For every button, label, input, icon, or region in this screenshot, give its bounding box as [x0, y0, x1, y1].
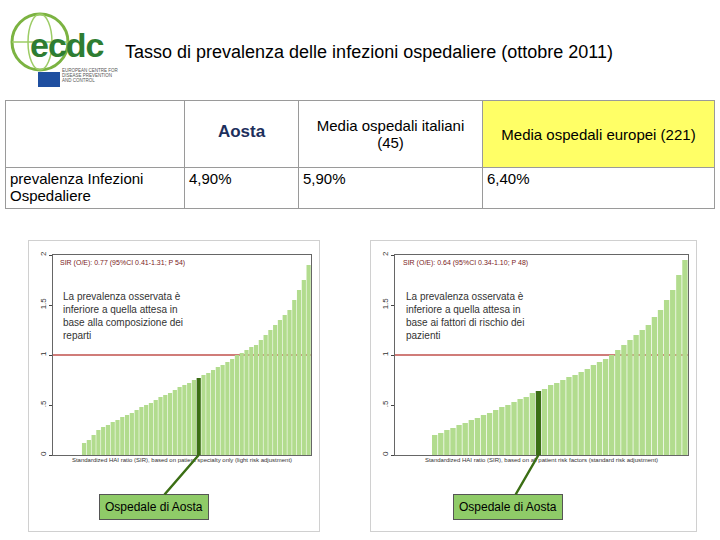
html-text:Media ospedali italiani (45): Media ospedali italiani (45): [316, 117, 465, 151]
svg-text:1: 1: [39, 351, 48, 356]
svg-text:.5: .5: [39, 400, 48, 407]
svg-text:La prevalenza osservata èinfer: La prevalenza osservata èinferiore a que…: [406, 291, 524, 341]
svg-text:0: 0: [39, 451, 48, 456]
svg-text:SIR (O/E): 0.64 (95%CI 0.34-1.: SIR (O/E): 0.64 (95%CI 0.34-1.10; P 48): [403, 259, 528, 267]
svg-text:1.5: 1.5: [381, 298, 390, 310]
svg-text:2: 2: [381, 251, 390, 256]
svg-text:Ospedale di Aosta: Ospedale di Aosta: [459, 500, 557, 514]
svg-text:.5: .5: [381, 400, 390, 407]
html-text:5,90%: 5,90%: [303, 170, 346, 187]
svg-text:Ospedale di Aosta: Ospedale di Aosta: [105, 500, 203, 514]
svg-text:1: 1: [381, 351, 390, 356]
html-text:4,90%: 4,90%: [189, 170, 232, 187]
svg-text:0: 0: [381, 451, 390, 456]
html-text:ecdc: ecdc: [30, 26, 104, 64]
html-text:prevalenza Infezioni Ospedalie: prevalenza Infezioni Ospedaliere: [10, 170, 144, 204]
html-text:Tasso di prevalenza delle infe: Tasso di prevalenza delle infezioni ospe…: [125, 42, 613, 62]
svg-text:La prevalenza osservata èinfer: La prevalenza osservata èinferiore a que…: [63, 291, 183, 341]
html-text:Media ospedali europei (221): Media ospedali europei (221): [501, 125, 696, 143]
html-text:Aosta: Aosta: [217, 122, 266, 141]
html-text:EUROPEAN CENTRE FOR DISEASE PR: EUROPEAN CENTRE FOR DISEASE PREVENTION A…: [62, 68, 118, 83]
html-text:6,40%: 6,40%: [487, 170, 530, 187]
svg-text:Standardized HAI ratio (SIR),: Standardized HAI ratio (SIR), based on p…: [72, 457, 292, 463]
svg-text:Standardized HAI ratio (SIR),: Standardized HAI ratio (SIR), based on a…: [425, 457, 658, 463]
svg-text:1.5: 1.5: [39, 298, 48, 310]
svg-text:2: 2: [39, 251, 48, 256]
svg-text:SIR (O/E): 0.77 (95%CI 0.41-1.: SIR (O/E): 0.77 (95%CI 0.41-1.31; P 54): [60, 259, 185, 267]
